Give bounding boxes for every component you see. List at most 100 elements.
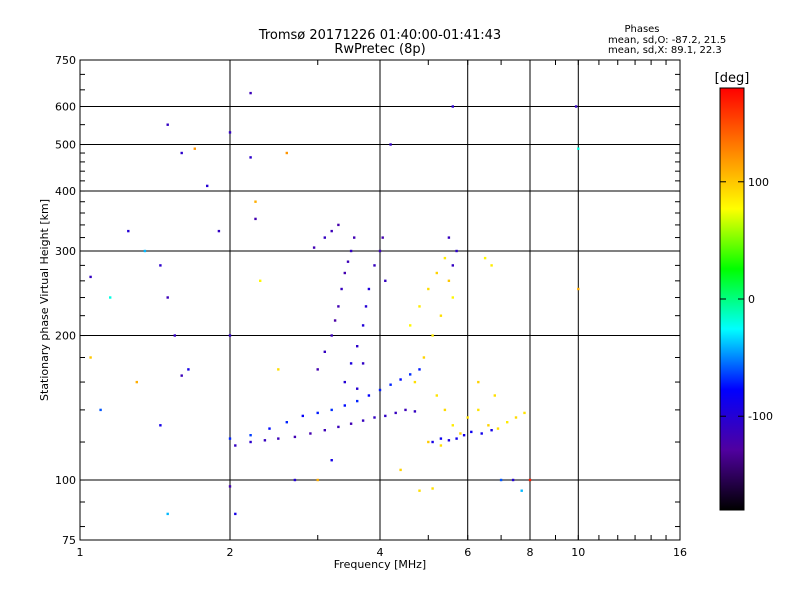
data-point (285, 151, 288, 155)
data-point (427, 440, 430, 444)
data-point (447, 439, 451, 442)
data-point (459, 432, 462, 435)
data-point (443, 256, 447, 260)
data-point (384, 414, 387, 418)
data-point (451, 264, 454, 267)
data-points (89, 91, 580, 516)
data-point (480, 432, 483, 435)
x-tick-label: 8 (527, 546, 534, 559)
data-point (496, 427, 500, 430)
data-point (409, 373, 412, 376)
data-point (330, 408, 333, 412)
data-point (312, 246, 316, 249)
data-point (577, 147, 580, 150)
colorbar-ticks: 100 0 -100 (720, 176, 773, 423)
data-point (399, 378, 402, 381)
stats-x-line: mean, sd,X: 89.1, 22.3 (608, 45, 722, 56)
data-point (439, 314, 443, 317)
data-point (340, 287, 343, 291)
data-point (367, 394, 371, 397)
data-point (337, 425, 340, 429)
data-point (285, 421, 288, 424)
x-tick-label: 2 (227, 546, 234, 559)
data-point (356, 387, 359, 390)
data-point (330, 334, 333, 337)
data-point (356, 399, 359, 403)
data-point (514, 416, 518, 419)
data-point (418, 368, 421, 371)
x-tick-label: 1 (77, 546, 84, 559)
data-point (180, 151, 183, 155)
data-point (89, 356, 92, 359)
data-point (343, 271, 346, 275)
data-point (528, 478, 532, 482)
data-point (422, 356, 426, 359)
y-tick-label: 100 (55, 474, 76, 487)
data-point (254, 200, 257, 203)
data-point (316, 368, 319, 371)
data-point (316, 411, 319, 415)
data-point (511, 478, 515, 482)
data-point (249, 440, 252, 444)
data-point (487, 424, 490, 427)
data-point (384, 279, 387, 282)
data-point (333, 319, 337, 322)
data-point (234, 444, 237, 447)
y-tick-label: 600 (55, 101, 76, 114)
data-point (249, 156, 252, 159)
y-tick-label: 75 (62, 534, 76, 547)
data-point (228, 334, 232, 337)
data-point (349, 362, 353, 365)
data-point (447, 236, 451, 239)
data-point (409, 324, 412, 327)
data-point (435, 271, 438, 275)
colorbar-tick-label: 0 (748, 293, 755, 306)
data-point (455, 437, 458, 440)
data-point (323, 429, 326, 432)
data-point (166, 123, 169, 126)
data-point (187, 368, 190, 371)
data-point (506, 421, 509, 424)
data-point (361, 324, 365, 327)
data-point (277, 437, 280, 440)
data-point (367, 287, 371, 291)
data-point (330, 459, 333, 462)
data-point (353, 236, 356, 239)
data-point (99, 408, 102, 412)
data-point (389, 383, 392, 386)
stats-o-line: mean, sd,O: -87.2, 21.5 (608, 35, 726, 46)
x-tick-label: 10 (571, 546, 585, 559)
data-point (574, 105, 578, 108)
colorbar-unit-label: [deg] (715, 71, 750, 86)
data-point (337, 305, 340, 308)
data-point (389, 143, 392, 146)
data-point (361, 362, 365, 365)
x-tick-label: 4 (377, 546, 384, 559)
data-point (378, 249, 382, 253)
x-tick-label: 6 (464, 546, 471, 559)
data-point (439, 437, 443, 440)
data-point (394, 411, 397, 415)
data-point (301, 414, 304, 418)
data-point (323, 236, 326, 239)
data-point (349, 249, 353, 253)
data-point (323, 350, 326, 353)
data-point (364, 305, 368, 308)
data-point (166, 296, 169, 299)
data-point (228, 437, 232, 440)
data-point (435, 394, 438, 397)
data-point (263, 439, 267, 442)
data-point (399, 468, 402, 472)
data-point (470, 430, 473, 434)
data-point (447, 279, 451, 282)
data-point (431, 440, 434, 444)
data-point (337, 223, 340, 227)
data-point (373, 264, 376, 267)
data-point (349, 422, 353, 425)
y-axis: 75 100 200 300 400 500 600 750 (55, 54, 680, 547)
y-axis-label: Stationary phase Virtual Height [km] (38, 199, 51, 401)
data-point (373, 416, 376, 419)
data-point (418, 305, 421, 308)
data-point (309, 432, 312, 435)
